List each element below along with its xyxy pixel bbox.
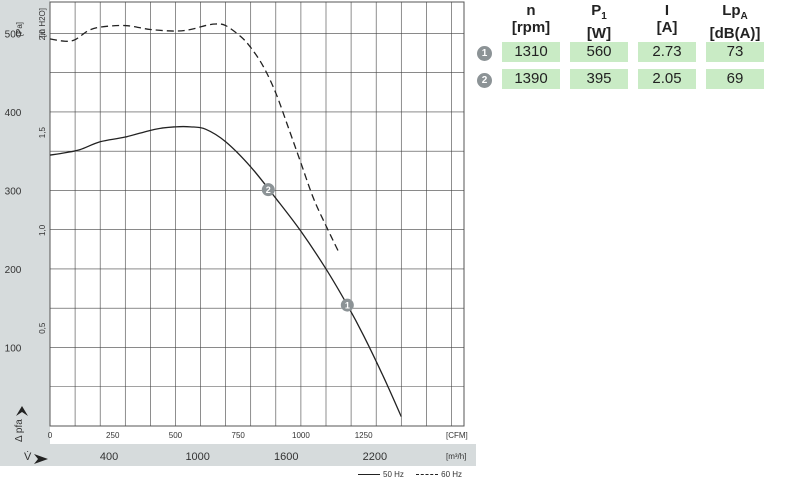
point-badge: 1: [477, 46, 492, 61]
cell-lpa: 69: [706, 69, 764, 89]
y-tick-label: 300: [5, 186, 22, 197]
x-axis-arrow: [34, 454, 48, 464]
tick-labels: 0 250 500 750 1000 1250 100 200 300 400 500 0,5 1,0 1…: [5, 29, 387, 463]
operating-point-circle: [261, 183, 275, 197]
y2-tick-label: 0,5: [38, 322, 47, 334]
y2-tick-label: 1,5: [38, 127, 47, 139]
table-row: 2 1390 395 2.05 69: [477, 69, 769, 96]
operating-points: 12: [261, 183, 354, 312]
header-p1: P1 [W]: [586, 2, 612, 42]
cell-p1: 395: [570, 69, 628, 89]
x2-tick-label: 2200: [363, 451, 387, 463]
cell-n: 1310: [502, 42, 560, 62]
y2-tick-label: 2,0: [38, 29, 47, 41]
legend-solid-label: 50 Hz: [383, 470, 404, 480]
operating-point-marker: 2: [261, 183, 275, 197]
plot-area: [49, 1, 465, 427]
legend-dashed-label: 60 Hz: [441, 470, 463, 480]
cell-p1: 560: [570, 42, 628, 62]
point-badge: 2: [477, 73, 492, 88]
operating-point-circle: [340, 298, 354, 312]
legend: 50 Hz 60 Hz: [358, 470, 462, 479]
operating-point-marker: 1: [340, 298, 354, 312]
x-tick-label: 250: [106, 431, 120, 440]
x-tick-label: 1000: [292, 431, 310, 440]
x2-tick-label: 400: [100, 451, 118, 463]
cell-n: 1390: [502, 69, 560, 89]
y-axis-arrow: [16, 406, 28, 416]
x-axis-symbol: V̇: [24, 450, 32, 463]
header-lpa: LpA [dB(A)]: [709, 2, 761, 42]
header-i: I [A]: [656, 2, 678, 36]
y-axis-symbol: Δ pfa: [14, 419, 25, 442]
y-label: [Pa]: [15, 22, 24, 36]
x-tick-label: 750: [232, 431, 246, 440]
legend-solid-line: [358, 474, 380, 476]
operating-point-table: n [rpm] P1 [W] I [A] LpA [dB(A)] 1 1310 560 …: [477, 2, 769, 96]
y-tick-label: 500: [5, 29, 22, 40]
curve-60hz: [49, 23, 340, 252]
x-label: [CFM]: [446, 431, 468, 440]
cell-i: 2.05: [638, 69, 696, 89]
y-tick-label: 400: [5, 108, 22, 119]
y-axis-panel: [0, 0, 50, 466]
y2-label: [in H2O]: [38, 8, 47, 37]
x2-axis-panel: [50, 444, 476, 466]
grid: [50, 2, 464, 426]
x-tick-label: 1250: [355, 431, 373, 440]
x2-tick-label: 1000: [185, 451, 209, 463]
y-tick-label: 200: [5, 265, 22, 276]
x-tick-label: 500: [169, 431, 183, 440]
x2-label: [m³/h]: [446, 452, 466, 461]
operating-point-label: 1: [345, 301, 350, 311]
operating-point-label: 2: [266, 185, 271, 195]
x-tick-label: 0: [48, 431, 53, 440]
y-tick-label: 100: [5, 343, 22, 354]
cell-i: 2.73: [638, 42, 696, 62]
legend-dashed-line: [416, 474, 439, 476]
table-row: 1 1310 560 2.73 73: [477, 42, 769, 69]
header-n: n [rpm]: [511, 2, 551, 36]
cell-lpa: 73: [706, 42, 764, 62]
x2-tick-label: 1600: [274, 451, 298, 463]
y2-tick-label: 1,0: [38, 224, 47, 236]
